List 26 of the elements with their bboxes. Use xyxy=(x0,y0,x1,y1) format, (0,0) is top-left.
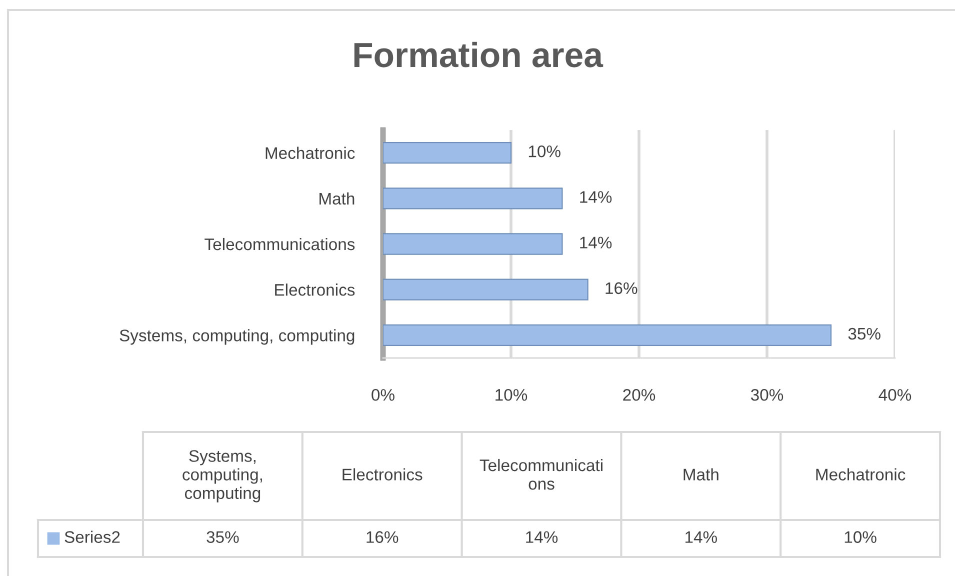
data-label: 16% xyxy=(606,282,638,294)
y-tick-label: Telecommunications xyxy=(204,238,355,250)
legend-label: Series2 xyxy=(64,530,120,543)
y-tick-label: Systems, computing, computing xyxy=(120,329,354,345)
y-tick-label: Mechatronic xyxy=(266,146,355,160)
y-tick-label: Electronics xyxy=(275,284,355,296)
x-tick-label: 20% xyxy=(623,388,656,401)
category-label: Math xyxy=(684,468,718,480)
text: 14% xyxy=(526,531,558,543)
x-tick-label: 30% xyxy=(750,388,784,401)
chart-title: Formation area xyxy=(354,42,604,68)
category-label: Mechatronic xyxy=(816,468,906,480)
text: 10% xyxy=(844,531,876,543)
y-tick-label: Math xyxy=(320,192,354,205)
x-tick-label: 0% xyxy=(372,388,394,401)
data-label: 14% xyxy=(580,191,612,203)
text: 14% xyxy=(685,531,717,543)
data-label: 10% xyxy=(528,145,560,158)
category-label: Telecommunications xyxy=(480,458,602,490)
data-label: 14% xyxy=(580,236,612,248)
x-tick-label: 10% xyxy=(496,388,528,401)
x-tick-label: 40% xyxy=(878,388,912,401)
text: 16% xyxy=(366,531,398,543)
category-label: Electronics xyxy=(342,468,422,480)
text: 35% xyxy=(206,531,239,543)
data-label: 35% xyxy=(848,328,880,340)
